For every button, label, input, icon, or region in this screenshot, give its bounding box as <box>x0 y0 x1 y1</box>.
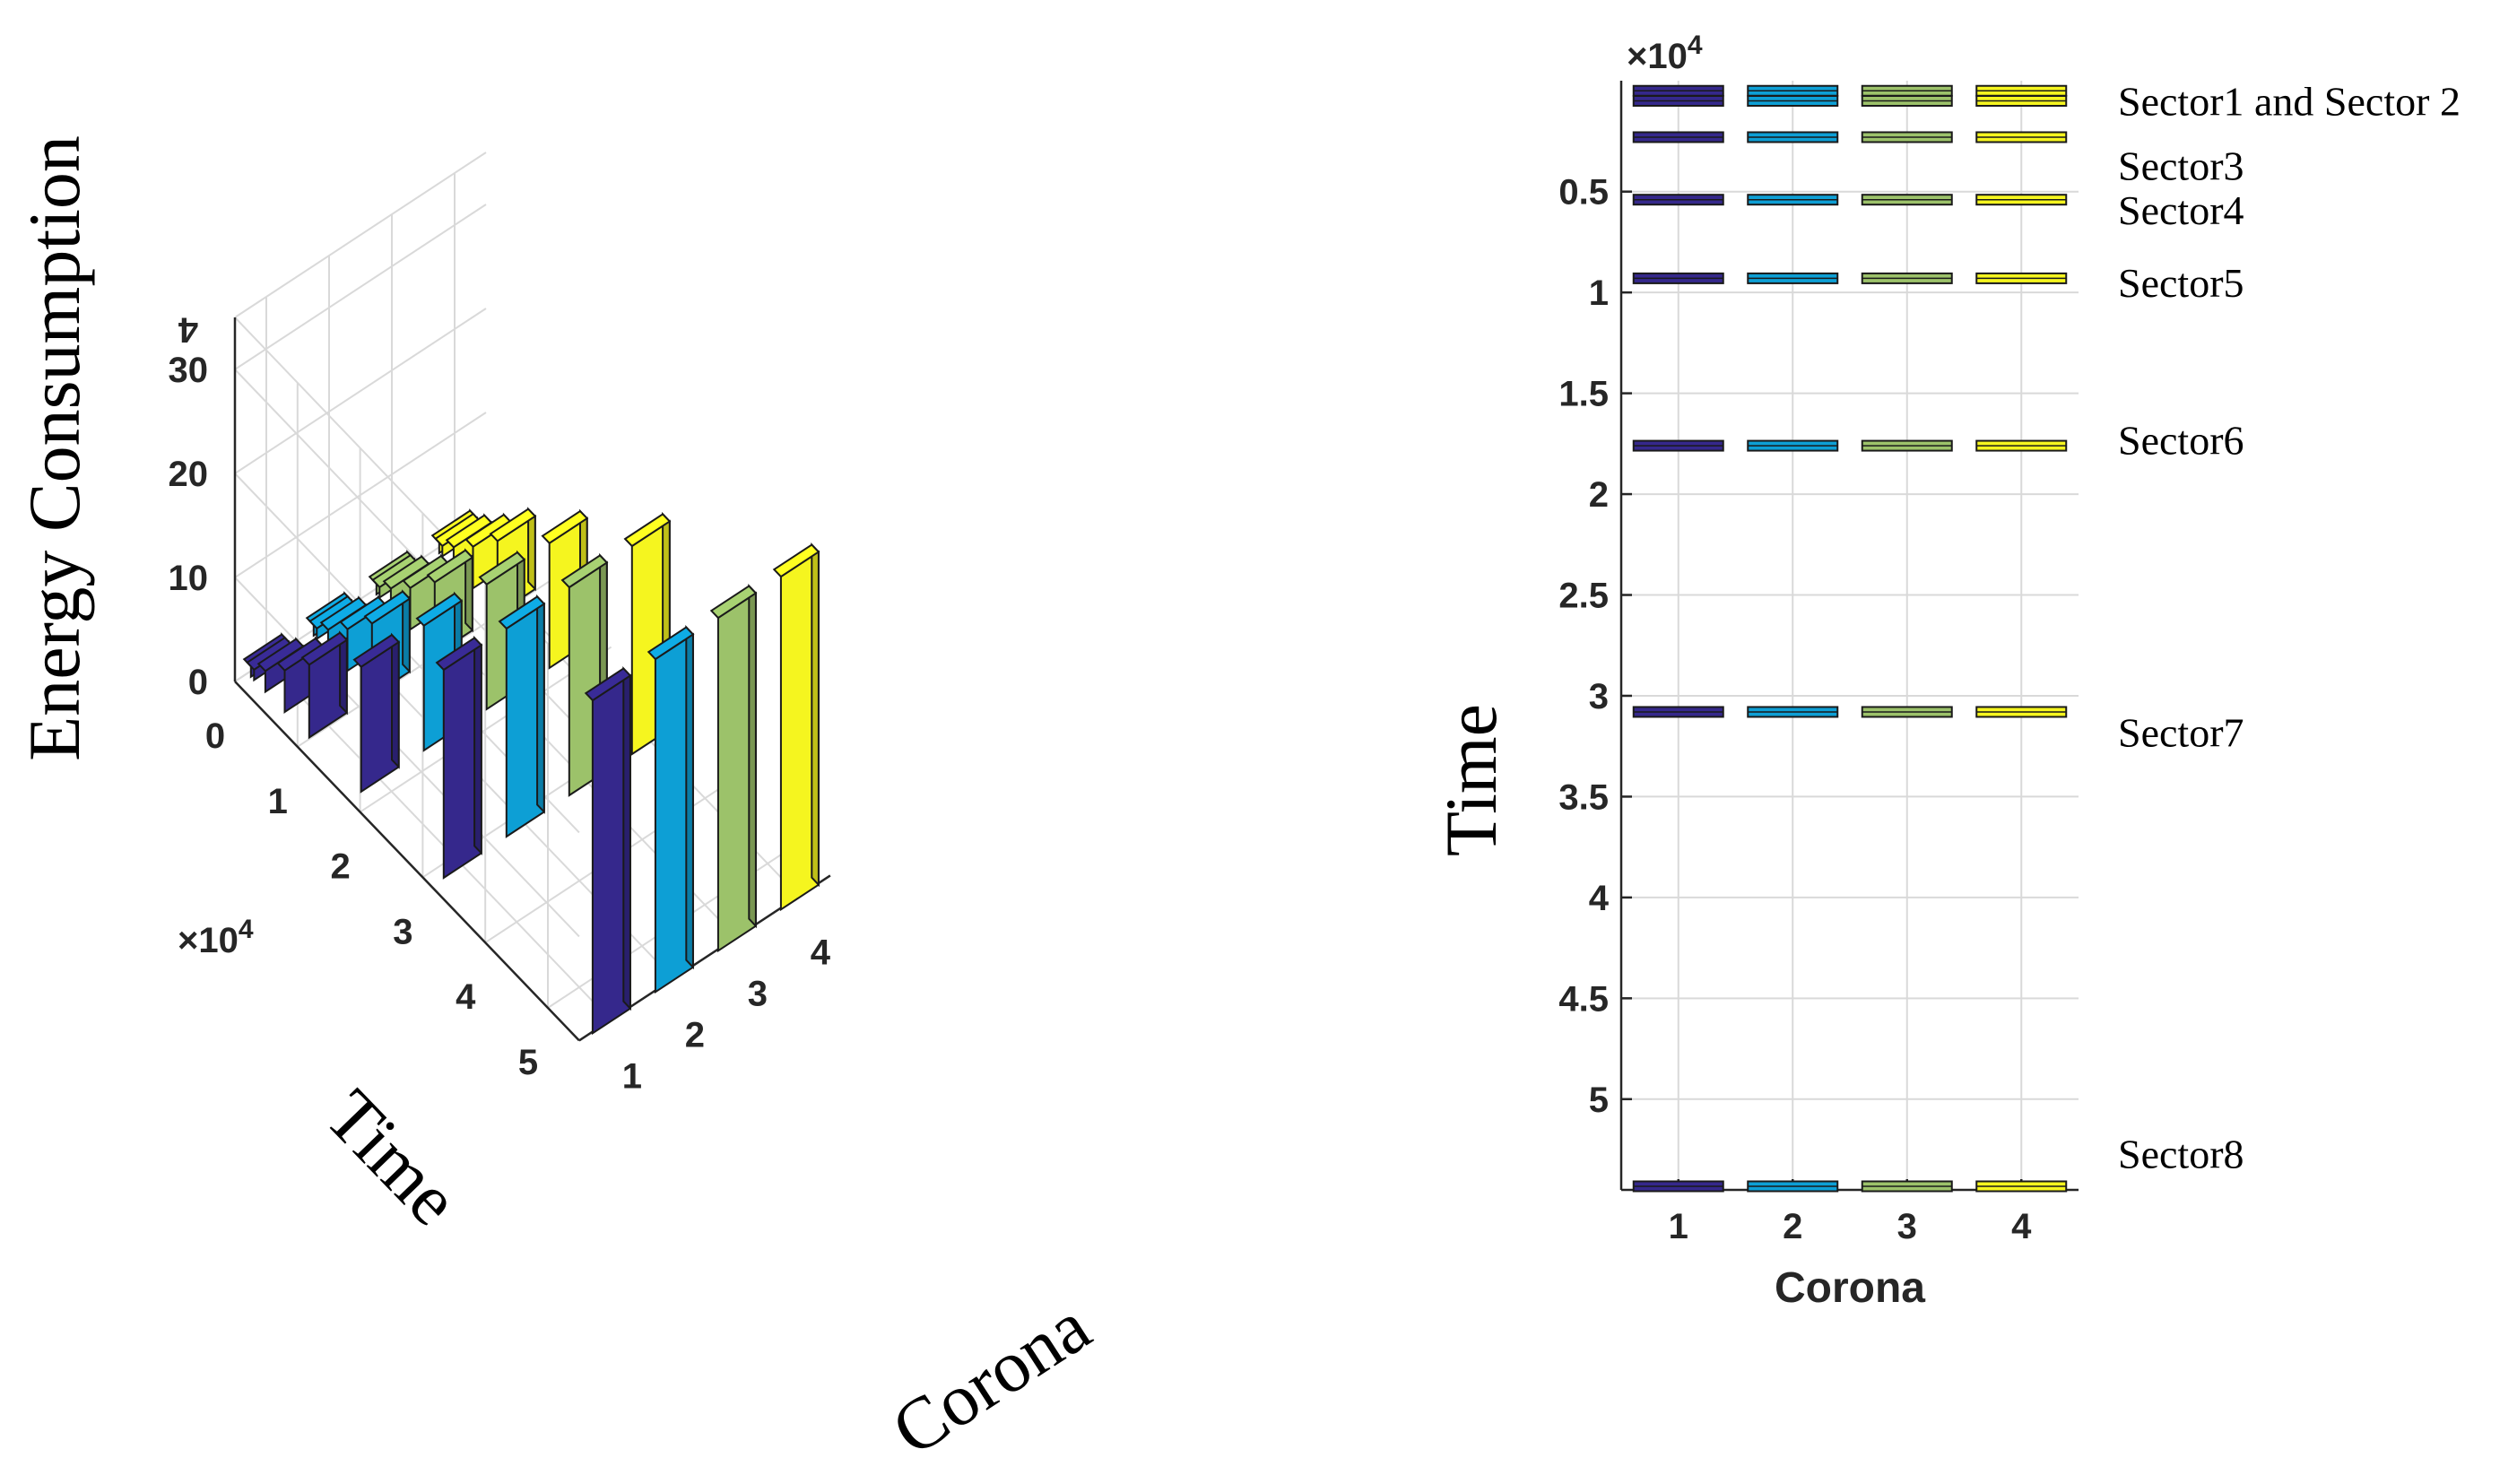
bar-top-face <box>363 590 412 625</box>
time-tick-label: 4 <box>456 977 476 1017</box>
bars-2d <box>1632 84 2068 1193</box>
x-axis-title: Corona <box>1775 1264 1925 1312</box>
sector-annotation: Sector7 <box>2118 709 2244 755</box>
time-tick-label: 3 <box>393 912 412 951</box>
bar-top-face <box>709 585 758 620</box>
bar-3d <box>498 594 546 838</box>
bar-top-face <box>623 513 672 548</box>
bar-top-face <box>415 592 464 627</box>
y-tick-label: 3 <box>1589 677 1609 716</box>
bar-side-face <box>811 542 820 888</box>
y-exponent-base: ×10 <box>1627 37 1688 76</box>
bar-side-face <box>748 583 757 929</box>
bar-3d <box>647 624 695 994</box>
grid-line-back-wall <box>234 152 487 318</box>
y-tick-label: 4.5 <box>1558 979 1609 1019</box>
bar-top-face <box>352 633 401 668</box>
time-axis-title: Time <box>310 1074 475 1241</box>
bar-top-face <box>435 637 483 672</box>
time-tick-label: 5 <box>518 1043 538 1082</box>
sector-annotation: Sector8 <box>2118 1132 2244 1177</box>
bar-3d <box>584 665 632 1036</box>
time-exponent-power: 4 <box>239 915 254 944</box>
time-tick-label: 2 <box>330 847 350 887</box>
bar-3d <box>435 635 483 880</box>
bar-side-face <box>622 665 631 1011</box>
corona-tick-label: 4 <box>811 933 831 972</box>
bar-top-face <box>489 508 537 542</box>
bar-3d <box>300 630 349 740</box>
time-exponent-label: ×104 <box>178 915 254 960</box>
bar-3d <box>709 583 758 953</box>
sector-annotation: Sector4 <box>2118 187 2244 233</box>
bar-side-face <box>685 624 694 970</box>
sector-annotation: Sector3 <box>2118 143 2244 188</box>
time-exponent-base: ×10 <box>178 921 239 960</box>
grid-line-back-wall <box>234 204 487 370</box>
time-tick-label: 1 <box>268 782 288 821</box>
y-tick-label: 5 <box>1589 1080 1609 1120</box>
corona-tick-label: 1 <box>622 1056 642 1096</box>
y-tick-label: 2 <box>1589 475 1609 515</box>
y-tick-label: 1 <box>1589 273 1609 313</box>
corona-tick-label: 3 <box>748 974 768 1013</box>
bar-side-face <box>536 594 545 814</box>
bar-top-face <box>772 543 820 578</box>
bar-3d <box>352 632 401 794</box>
axes-2d <box>1619 81 2079 1192</box>
corona-axis-title: Corona <box>878 1285 1104 1471</box>
tick-labels-2d: 0.5 1 1.5 2 2.5 3 3.5 4 4.5 5 1 2 3 4 <box>1558 173 2032 1246</box>
grid-line-side-wall <box>234 577 580 938</box>
y-exponent-power: 4 <box>1688 30 1703 60</box>
sector-annotation: Sector6 <box>2118 417 2244 463</box>
y-tick-label: 1.5 <box>1558 375 1609 414</box>
bar-top-face <box>300 631 349 666</box>
z-tick-label: 30 <box>169 351 209 390</box>
grid-line-back-wall <box>234 308 487 474</box>
y-exponent-label: ×104 <box>1627 30 1703 76</box>
bar-top-face <box>584 667 632 702</box>
bars-3d <box>242 507 820 1036</box>
chart-top-view: 0.511.522.533.544.551 2 3 4×104TimeCoronaSe… <box>1430 30 2461 1312</box>
bar-side-face <box>473 635 482 855</box>
y-tick-label: 3.5 <box>1558 777 1609 817</box>
y-tick-label: 2.5 <box>1558 577 1609 616</box>
bar-top-face <box>426 549 474 584</box>
time-axis-line <box>234 681 580 1042</box>
time-tick-label: 0 <box>205 716 225 756</box>
z-tick-label: 0 <box>188 663 208 702</box>
grid-2d <box>1621 81 2079 1190</box>
x-tick-label: 3 <box>1897 1207 1917 1246</box>
y-tick-label: 0.5 <box>1558 173 1609 213</box>
y-axis-title: Time <box>1430 704 1512 856</box>
bar-3d <box>772 542 820 912</box>
x-tick-label: 2 <box>1783 1207 1802 1246</box>
z-tick-label: 10 <box>169 559 209 598</box>
x-tick-label: 4 <box>2011 1207 2032 1246</box>
z-axis-title: Energy Consumption <box>13 135 95 761</box>
bar-top-face <box>560 554 609 589</box>
bar-top-face <box>498 595 546 630</box>
corona-tick-label: 2 <box>685 1015 705 1054</box>
z-tick-label: 20 <box>169 455 209 494</box>
sector-annotation: Sector5 <box>2118 260 2244 306</box>
z-tick-label-partial: 4 <box>178 310 198 350</box>
bar-top-face <box>541 509 589 544</box>
bar-top-face <box>478 551 526 586</box>
y-tick-label: 4 <box>1589 879 1610 918</box>
sector-annotation: Sector1 and Sector 2 <box>2118 78 2461 124</box>
x-tick-label: 1 <box>1669 1207 1688 1246</box>
bar-top-face <box>647 626 695 661</box>
bar-side-face <box>391 632 400 769</box>
